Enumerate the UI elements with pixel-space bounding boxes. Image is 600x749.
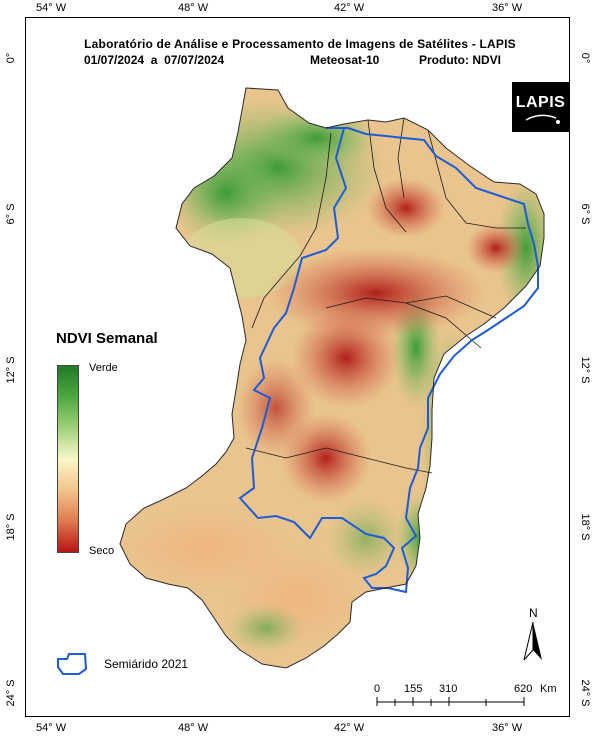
lat-tick-left: 18° S	[5, 513, 17, 541]
lon-tick-top: 54° W	[36, 2, 67, 14]
scale-unit: Km	[540, 683, 557, 695]
logo-text: LAPIS	[515, 94, 566, 111]
semiarid-label: Semiárido 2021	[104, 657, 189, 671]
north-arrow-icon	[523, 621, 542, 661]
satellite-icon	[525, 114, 560, 124]
lon-tick-bottom: 54° W	[36, 722, 67, 734]
product-label: Produto: NDVI	[419, 53, 501, 67]
lat-tick-right: 12° S	[579, 356, 591, 384]
legend-top-label: Verde	[89, 362, 118, 374]
lat-tick-left: 12° S	[5, 356, 17, 384]
semiarid-swatch-icon	[57, 653, 88, 675]
semiarid-boundary	[238, 127, 539, 594]
lon-tick-top: 36° W	[492, 2, 523, 14]
lat-tick-left: 0°	[5, 52, 17, 64]
lon-tick-bottom: 36° W	[492, 722, 523, 734]
region-outline	[119, 87, 545, 669]
lat-tick-right: 6° S	[579, 203, 591, 225]
satellite-label: Meteosat-10	[310, 53, 380, 67]
ndvi-map	[119, 87, 545, 669]
lat-tick-right: 24° S	[579, 679, 591, 707]
north-label: N	[529, 606, 538, 620]
state-borders	[245, 117, 526, 474]
scale-label: 0	[374, 683, 381, 695]
legend-bottom-label: Seco	[89, 545, 115, 557]
map-frame	[25, 17, 570, 717]
scale-label: 620	[514, 683, 533, 695]
lat-tick-right: 18° S	[579, 513, 591, 541]
lon-tick-top: 42° W	[334, 2, 365, 14]
lon-tick-bottom: 48° W	[178, 722, 209, 734]
lat-tick-left: 24° S	[5, 679, 17, 707]
ndvi-colorbar	[57, 365, 79, 553]
lon-tick-bottom: 42° W	[334, 722, 365, 734]
map-title: Laboratório de Análise e Processamento d…	[84, 37, 516, 51]
period-label: 01/07/2024 a 07/07/2024	[84, 53, 225, 67]
legend-title: NDVI Semanal	[56, 330, 158, 347]
lat-tick-right: 0°	[579, 52, 591, 64]
lat-tick-left: 6° S	[5, 203, 17, 225]
scale-label: 310	[439, 683, 458, 695]
lapis-logo: LAPIS	[512, 82, 569, 132]
scale-label: 155	[404, 683, 423, 695]
lon-tick-top: 48° W	[178, 2, 209, 14]
scale-bar	[376, 697, 525, 706]
